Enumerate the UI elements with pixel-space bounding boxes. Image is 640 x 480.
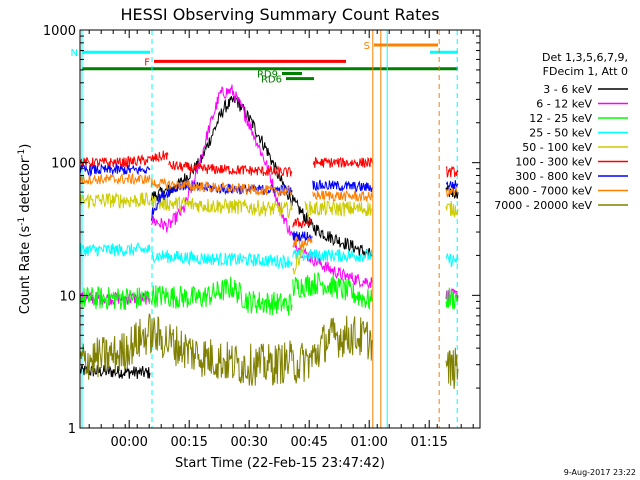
series-segment xyxy=(79,192,151,210)
series-segment xyxy=(150,95,373,257)
legend-label-100-300-kev: 100 - 300 keV xyxy=(515,156,592,169)
y-tick-label: 1000 xyxy=(43,24,76,39)
y-axis-label-mid: detector xyxy=(18,157,33,217)
flag-label-rd9: RD9 xyxy=(257,70,278,81)
series-segment xyxy=(445,165,459,178)
series-6-12-kev xyxy=(79,84,459,306)
flag-label-f: F xyxy=(144,57,150,68)
series-segment xyxy=(151,249,293,270)
series-segment xyxy=(445,287,459,310)
x-tick-label: 01:00 xyxy=(350,435,387,450)
footer-timestamp: 9-Aug-2017 23:22 xyxy=(564,468,636,477)
series-segment xyxy=(292,244,305,275)
series-segment xyxy=(445,186,458,198)
series-segment xyxy=(445,200,459,218)
series-group xyxy=(79,84,459,389)
legend-label-7000-20000-kev: 7000 - 20000 keV xyxy=(494,199,592,212)
series-100-300-kev xyxy=(79,150,459,229)
y-axis-label: Count Rate (s-1 detector-1) xyxy=(17,144,33,315)
series-segment xyxy=(312,179,373,194)
series-segment xyxy=(292,248,373,263)
series-segment xyxy=(79,172,151,186)
y-axis-label-main: Count Rate (s xyxy=(18,226,33,315)
legend-label-3-6-kev: 3 - 6 keV xyxy=(543,83,592,96)
y-axis-label-sup2: -1 xyxy=(17,149,27,158)
series-segment xyxy=(79,242,151,257)
series-segment xyxy=(312,156,373,168)
x-tick-label: 00:15 xyxy=(170,435,207,450)
series-segment xyxy=(445,253,459,268)
y-tick-label: 100 xyxy=(51,157,76,172)
series-segment xyxy=(150,177,293,197)
legend-label-50-100-kev: 50 - 100 keV xyxy=(522,141,592,154)
series-segment xyxy=(312,189,373,203)
series-300-800-kev xyxy=(79,162,459,243)
series-segment xyxy=(150,276,293,316)
legend-header-line-2: FDecim 1, Att 0 xyxy=(543,65,628,78)
legend-label-25-50-kev: 25 - 50 keV xyxy=(529,127,592,140)
series-segment xyxy=(445,180,459,191)
series-segment xyxy=(150,180,293,221)
series-segment xyxy=(292,272,373,311)
series-segment xyxy=(151,84,373,290)
series-segment xyxy=(292,231,313,243)
x-tick-label: 00:00 xyxy=(110,435,147,450)
series-segment xyxy=(445,347,459,389)
plot-frame xyxy=(79,29,481,429)
y-tick-label: 1 xyxy=(68,422,76,437)
y-axis-label-end: ) xyxy=(18,144,33,149)
series-12-25-kev xyxy=(79,272,459,316)
series-segment xyxy=(168,160,293,178)
legend-label-12-25-kev: 12 - 25 keV xyxy=(529,112,592,125)
series-segment xyxy=(304,199,373,218)
series-segment xyxy=(292,315,373,384)
series-25-50-kev xyxy=(79,242,459,270)
series-segment xyxy=(79,162,151,177)
series-800-7000-kev xyxy=(79,172,458,249)
y-tick-label: 10 xyxy=(59,289,76,304)
series-segment xyxy=(150,195,293,219)
legend-label-6-12-kev: 6 - 12 keV xyxy=(536,98,592,111)
x-tick-label: 00:30 xyxy=(230,435,267,450)
series-segment xyxy=(79,286,151,311)
flag-label-s: S xyxy=(364,41,370,52)
axis-ticks: 00:00 00:15 00:30 00:45 01:00 01:15 1 10 100 1000 xyxy=(43,24,480,450)
series-segment xyxy=(79,312,293,386)
series-50-100-kev xyxy=(79,192,459,275)
legend-label-300-800-kev: 300 - 800 keV xyxy=(515,170,592,183)
y-axis-label-sup1: -1 xyxy=(17,217,27,226)
chart-title: HESSI Observing Summary Count Rates xyxy=(120,5,439,24)
flag-label-rd6: RD6 xyxy=(261,75,282,86)
series-7000-20000-kev xyxy=(79,312,459,389)
series-segment xyxy=(292,217,313,229)
series-segment xyxy=(292,235,313,249)
legend-header-line-1: Det 1,3,5,6,7,9, xyxy=(542,51,628,64)
mode-vertical-lines xyxy=(81,30,458,428)
x-tick-label: 01:15 xyxy=(410,435,447,450)
x-tick-label: 00:45 xyxy=(290,435,327,450)
series-segment xyxy=(79,150,169,168)
legend: Det 1,3,5,6,7,9, FDecim 1, Att 0 3 - 6 k… xyxy=(494,51,628,212)
x-axis-label: Start Time (22-Feb-15 23:47:42) xyxy=(175,456,385,471)
legend-label-800-7000-kev: 800 - 7000 keV xyxy=(508,185,592,198)
flag-label-n: N xyxy=(71,48,78,59)
